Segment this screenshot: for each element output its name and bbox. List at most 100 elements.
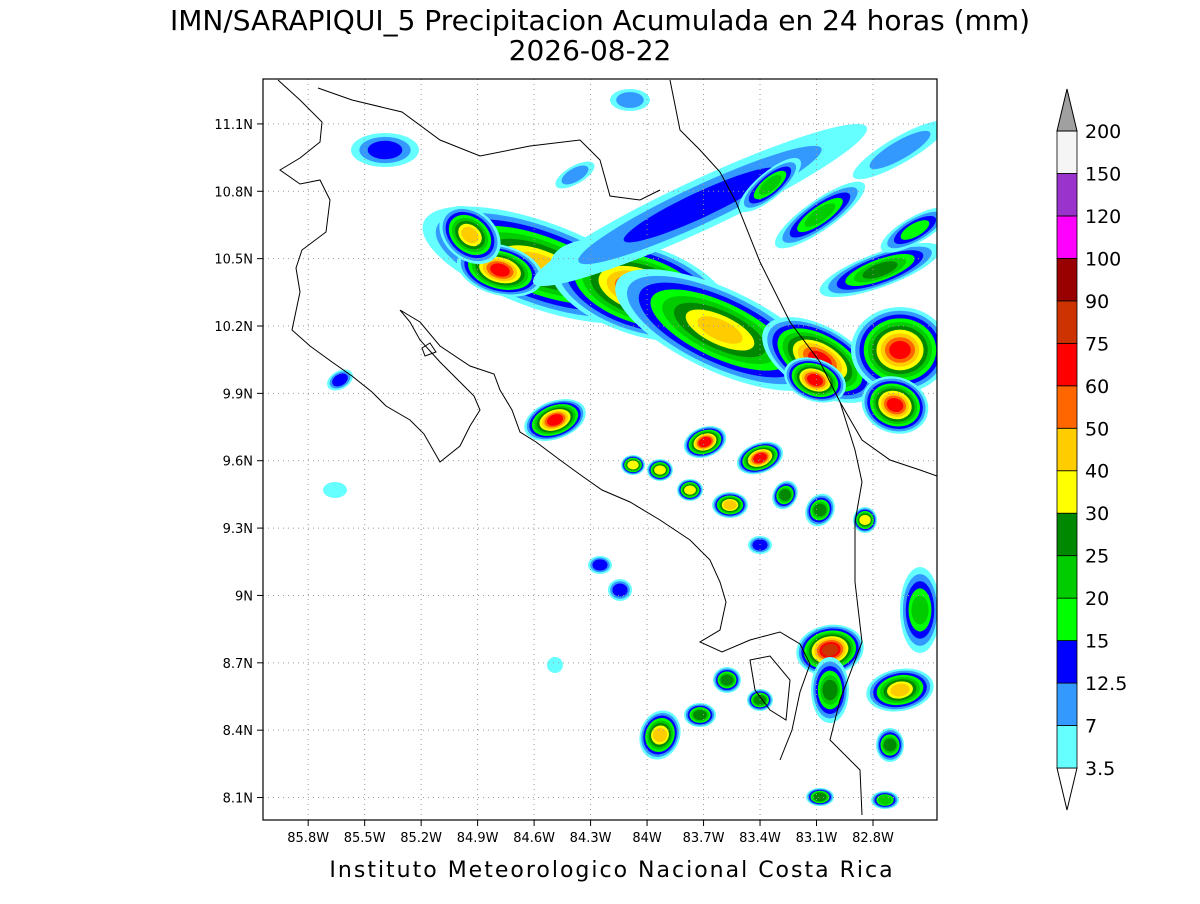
precip-contour (723, 500, 737, 510)
precip-contour (911, 595, 929, 625)
precip-contour (693, 709, 707, 721)
precip-contour (698, 436, 712, 448)
colorbar-label: 60 (1085, 376, 1109, 398)
precip-contour (623, 167, 777, 243)
map-title: IMN/SARAPIQUI_5 Precipitacion Acumulada … (170, 4, 1030, 37)
precip-contour (753, 695, 767, 705)
x-tick-label: 85.2W (400, 831, 442, 846)
precip-contour (697, 316, 743, 344)
precip-contour (592, 559, 608, 571)
colorbar-label: 50 (1085, 418, 1109, 440)
colorbar-segment (1056, 555, 1078, 599)
nicoya-island (421, 342, 437, 357)
colorbar-label: 75 (1085, 333, 1109, 355)
colorbar-label: 120 (1085, 206, 1121, 228)
panama-border (829, 401, 863, 816)
y-tick-label: 8.7N (223, 657, 253, 672)
precip-contour (653, 727, 667, 743)
y-tick-label: 10.5N (214, 253, 253, 268)
colorbar-segment (1056, 385, 1078, 429)
colorbar-label: 7 (1085, 716, 1097, 738)
precip-contour (547, 657, 563, 673)
precip-contour (807, 373, 823, 387)
precip-contour (720, 674, 734, 686)
colorbar-under (1056, 767, 1078, 811)
precip-contour (616, 92, 644, 108)
x-tick-label: 85.8W (287, 831, 329, 846)
precip-contour (367, 140, 403, 160)
precip-contour (889, 340, 911, 360)
precip-contour (779, 489, 791, 501)
map-frame (262, 78, 938, 821)
y-tick-label: 10.8N (214, 185, 253, 200)
colorbar-label: 3.5 (1085, 758, 1115, 780)
precip-contour (813, 792, 827, 802)
precip-contour (878, 795, 892, 805)
precip-contour (323, 482, 347, 498)
footer: Instituto Meteorologico Nacional Costa R… (329, 858, 894, 883)
precip-contour (561, 165, 589, 185)
colorbar-segment (1056, 257, 1078, 302)
pacific-coast (277, 79, 811, 761)
colorbar-segment (1056, 512, 1078, 557)
y-tick-label: 9.3N (223, 522, 253, 537)
colorbar-segment (1056, 682, 1078, 726)
colorbar-label: 100 (1085, 248, 1121, 270)
y-tick-label: 9N (235, 589, 253, 604)
colorbar-segment (1056, 173, 1078, 217)
y-tick-label: 9.9N (223, 387, 253, 402)
precip-contour (684, 485, 696, 495)
colorbar-segment (1056, 597, 1078, 642)
precip-contour (627, 460, 639, 470)
precip-contour (890, 683, 910, 697)
colorbar-segment (1056, 215, 1078, 259)
x-tick-label: 83.4W (739, 831, 781, 846)
precip-contour (332, 373, 348, 387)
colorbar-over (1056, 88, 1078, 132)
colorbar-segment (1056, 470, 1078, 514)
grid (263, 79, 937, 820)
precip-contour (758, 174, 782, 196)
precip-field (323, 89, 937, 809)
caribbean-coast (669, 79, 937, 477)
precip-contour (862, 261, 898, 279)
y-tick-label: 11.1N (214, 118, 253, 133)
x-tick-label: 83.1W (796, 831, 838, 846)
axes: 85.8W 85.5W 85.2W 84.9W 84.6W 84.3W 84W 83.7W 83… (214, 118, 894, 846)
precip-contour (821, 643, 839, 657)
x-tick-label: 85.5W (344, 831, 386, 846)
precip-contour (822, 679, 838, 701)
colorbar-segment (1056, 342, 1078, 387)
precip-contour (804, 203, 836, 227)
colorbar-segment (1056, 427, 1078, 472)
precip-contour (813, 503, 827, 517)
map-subtitle: 2026-08-22 (509, 34, 672, 67)
colorbar-label: 20 (1085, 588, 1109, 610)
colorbar-label: 30 (1085, 503, 1109, 525)
x-tick-label: 84.9W (457, 831, 499, 846)
precip-contour (612, 583, 628, 597)
colorbar-segment (1056, 640, 1078, 684)
x-tick-label: 83.7W (683, 831, 725, 846)
colorbar-label: 12.5 (1085, 673, 1127, 695)
precip-contour (869, 130, 931, 170)
y-tick-label: 8.4N (223, 724, 253, 739)
precip-contour (883, 738, 897, 752)
precip-contour (547, 414, 563, 426)
x-tick-label: 84.6W (513, 831, 555, 846)
colorbar-label: 15 (1085, 631, 1109, 653)
coastlines (277, 79, 937, 816)
colorbar-segment (1056, 130, 1078, 174)
colorbar-label: 90 (1085, 291, 1109, 313)
precip-contour (461, 226, 479, 244)
y-tick-label: 9.6N (223, 455, 253, 470)
precip-contour (886, 397, 904, 413)
precip-contour (490, 263, 510, 277)
y-tick-label: 10.2N (214, 320, 253, 335)
lake-shore (317, 87, 661, 201)
precip-contour (900, 220, 930, 240)
colorbar-label: 150 (1085, 163, 1121, 185)
colorbar-label: 25 (1085, 546, 1109, 568)
colorbar-segment (1056, 725, 1078, 769)
